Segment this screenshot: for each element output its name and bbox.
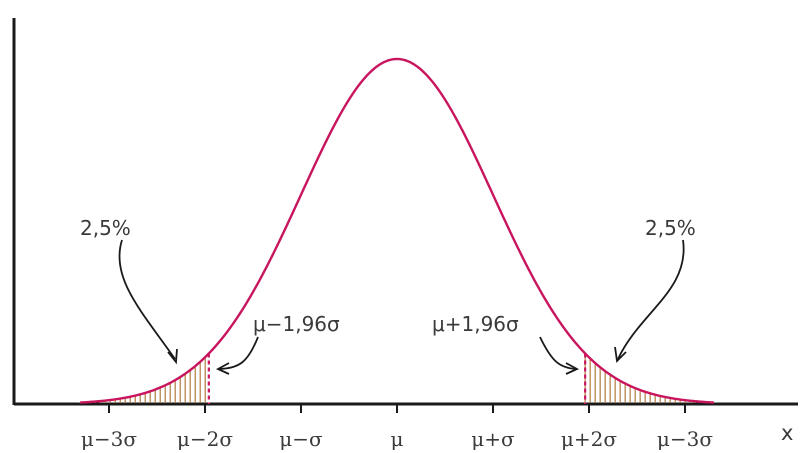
x-axis-tick-labels: μ−3σ μ−2σ μ−σ μ μ+σ μ+2σ μ−3σ: [81, 427, 713, 451]
x-tick-label: μ−σ: [279, 427, 323, 451]
arrow-left-critical: [218, 336, 259, 370]
right-tail-percent-label: 2,5%: [645, 216, 696, 240]
x-tick-label: μ+σ: [471, 427, 515, 451]
x-axis-label: x: [781, 421, 793, 445]
arrowhead-right-tail: [614, 346, 627, 363]
bell-curve: [80, 57, 714, 404]
right-tail-area: [584, 353, 711, 403]
x-tick-label: μ+2σ: [561, 427, 617, 451]
left-critical-label: μ−1,96σ: [253, 312, 340, 336]
x-tick-label: μ−2σ: [177, 427, 233, 451]
arrow-left-tail: [118, 239, 176, 360]
right-critical-label: μ+1,96σ: [432, 312, 519, 336]
arrowhead-left-critical: [215, 362, 230, 375]
x-tick-label: μ: [391, 427, 404, 451]
arrow-right-critical: [539, 336, 577, 370]
x-tick-label: μ−3σ: [81, 427, 137, 451]
left-tail-area: [79, 357, 206, 403]
arrow-right-tail: [617, 239, 685, 360]
x-tick-label: μ−3σ: [657, 427, 713, 451]
arrowhead-right-critical: [565, 362, 580, 375]
left-tail-percent-label: 2,5%: [80, 216, 131, 240]
x-axis-ticks: [108, 404, 686, 413]
arrowhead-left-tail: [167, 348, 178, 365]
